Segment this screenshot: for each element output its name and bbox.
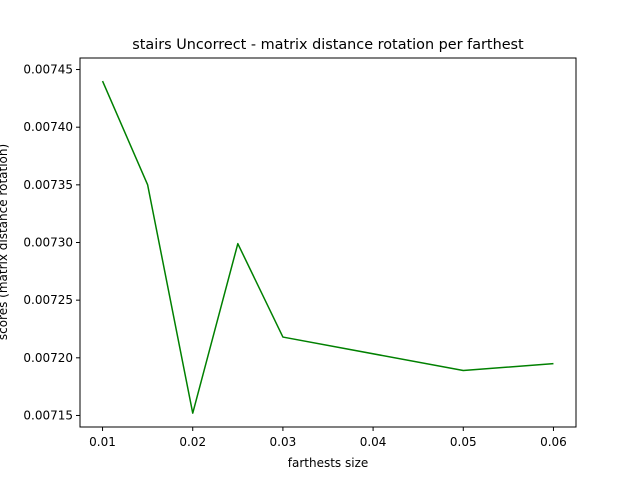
y-tick-label: 0.00735	[23, 178, 73, 192]
x-tick-label: 0.05	[450, 435, 477, 449]
series-line-0	[101, 80, 554, 414]
y-tick-label: 0.00715	[23, 408, 73, 422]
chart-title: stairs Uncorrect - matrix distance rotat…	[132, 37, 524, 53]
x-tick-label: 0.04	[360, 435, 387, 449]
series-layer	[101, 80, 554, 414]
y-tick-label: 0.00720	[23, 351, 73, 365]
y-axis-label: scores (matrix distance rotation)	[0, 144, 10, 340]
x-tick-label: 0.06	[540, 435, 567, 449]
plot-frame	[79, 57, 577, 428]
x-tick-label: 0.02	[179, 435, 206, 449]
x-tick-label: 0.03	[270, 435, 297, 449]
y-tick-label: 0.00745	[23, 63, 73, 77]
x-axis-label: farthests size	[288, 456, 369, 470]
y-tick-label: 0.00740	[23, 120, 73, 134]
ticks-layer: 0.01 0.02 0.03 0.04 0.05 0.06 0.00715 0.00720 0.…	[23, 63, 566, 449]
x-tick-label: 0.01	[89, 435, 116, 449]
plot-area	[80, 58, 576, 427]
y-tick-label: 0.00730	[23, 236, 73, 250]
y-tick-label: 0.00725	[23, 293, 73, 307]
